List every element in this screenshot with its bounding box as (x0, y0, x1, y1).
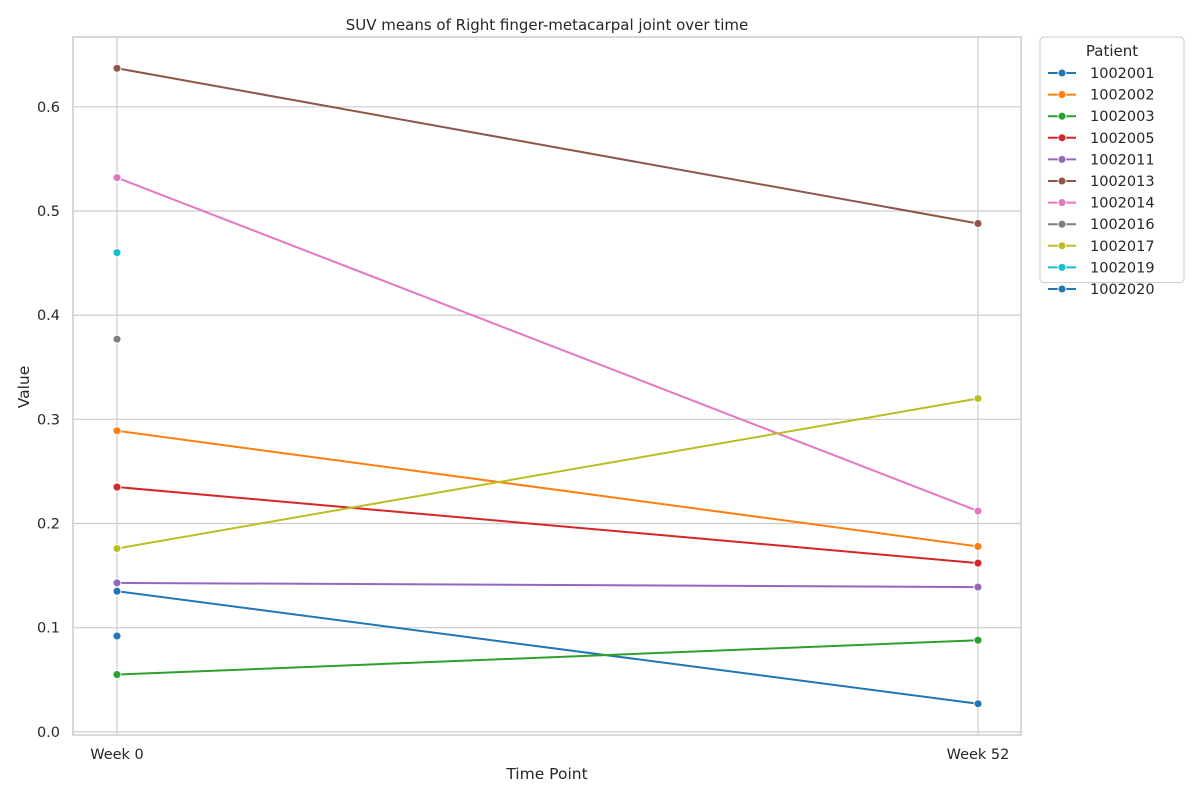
data-point-1002005 (112, 482, 122, 492)
legend-item-1002002[interactable]: 1002002 (1048, 88, 1155, 104)
y-tick-label: 0.6 (37, 100, 60, 116)
data-point-1002002 (973, 541, 983, 551)
data-point-1002017 (973, 394, 983, 403)
legend-swatch-marker (1057, 90, 1067, 100)
legend-item-1002001[interactable]: 1002001 (1048, 66, 1155, 82)
legend-swatch-marker (1057, 111, 1067, 121)
legend-title: Patient (1086, 42, 1138, 60)
data-point-1002013 (973, 219, 983, 228)
data-point-1002002 (112, 426, 122, 436)
legend-label: 1002020 (1090, 282, 1155, 298)
legend-label: 1002019 (1090, 260, 1155, 276)
legend-swatch-marker (1057, 219, 1067, 229)
series-line-1002017 (116, 397, 979, 550)
series-line-1002013 (116, 67, 979, 225)
data-point-1002017 (112, 544, 122, 553)
series-line-1002014 (116, 176, 979, 512)
legend-swatch-marker (1057, 154, 1067, 164)
legend-label: 1002013 (1090, 174, 1155, 190)
y-tick-label: 0.2 (37, 517, 60, 533)
legend-label: 1002016 (1090, 217, 1155, 233)
data-point-1002003 (973, 635, 983, 645)
data-point-1002011 (112, 578, 122, 588)
legend-swatch-marker (1057, 198, 1067, 208)
legend-box (1039, 36, 1185, 284)
y-tick-label: 0.4 (37, 308, 60, 324)
data-point-1002001 (112, 586, 122, 596)
data-point-1002016 (112, 334, 122, 344)
data-point-1002011 (973, 582, 983, 592)
data-point-1002013 (112, 63, 122, 73)
legend-item-1002013[interactable]: 1002013 (1048, 174, 1155, 190)
x-tick-label: Week 52 (947, 747, 1010, 763)
x-axis-label: Time Point (505, 765, 587, 783)
legend-label: 1002002 (1090, 88, 1155, 104)
chart-title: SUV means of Right finger-metacarpal joi… (346, 16, 748, 34)
series-line-1002011 (116, 581, 979, 589)
y-axis-label: Value (15, 366, 33, 409)
series-line-1002005 (116, 486, 979, 565)
legend-swatch-marker (1057, 284, 1067, 294)
data-point-1002005 (973, 558, 983, 568)
series-line-1002001 (116, 590, 979, 705)
data-point-1002014 (112, 173, 122, 183)
data-point-1002001 (973, 699, 983, 709)
legend-swatch-marker (1057, 241, 1067, 251)
data-point-1002003 (112, 670, 122, 680)
plot-frame (72, 36, 1022, 736)
y-tick-label: 0.1 (37, 621, 60, 637)
legend-item-1002016[interactable]: 1002016 (1048, 217, 1155, 233)
legend-item-1002017[interactable]: 1002017 (1048, 239, 1155, 255)
legend-label: 1002005 (1090, 131, 1155, 147)
legend-item-1002014[interactable]: 1002014 (1048, 196, 1155, 212)
legend-label: 1002011 (1090, 152, 1155, 168)
x-tick-label: Week 0 (90, 747, 144, 763)
legend-label: 1002003 (1090, 109, 1155, 125)
y-tick-label: 0.5 (37, 204, 60, 220)
data-point-1002014 (973, 506, 983, 516)
legend-swatch-marker (1057, 262, 1067, 272)
data-point-1002019 (112, 248, 122, 258)
data-point-1002020 (112, 631, 122, 641)
series-line-1002002 (116, 429, 979, 548)
y-tick-label: 0.3 (37, 412, 60, 428)
legend-swatch-marker (1057, 176, 1067, 186)
legend-label: 1002001 (1090, 66, 1155, 82)
legend-item-1002020[interactable]: 1002020 (1048, 282, 1155, 298)
legend-item-1002019[interactable]: 1002019 (1048, 260, 1155, 276)
legend-swatch-marker (1057, 133, 1067, 143)
legend-label: 1002014 (1090, 196, 1155, 212)
legend-item-1002005[interactable]: 1002005 (1048, 131, 1155, 147)
legend-label: 1002017 (1090, 239, 1155, 255)
series-line-1002003 (116, 639, 979, 676)
legend-item-1002003[interactable]: 1002003 (1048, 109, 1155, 125)
y-tick-label: 0.0 (37, 725, 60, 741)
legend-swatch-marker (1057, 68, 1067, 78)
legend-item-1002011[interactable]: 1002011 (1048, 152, 1155, 168)
